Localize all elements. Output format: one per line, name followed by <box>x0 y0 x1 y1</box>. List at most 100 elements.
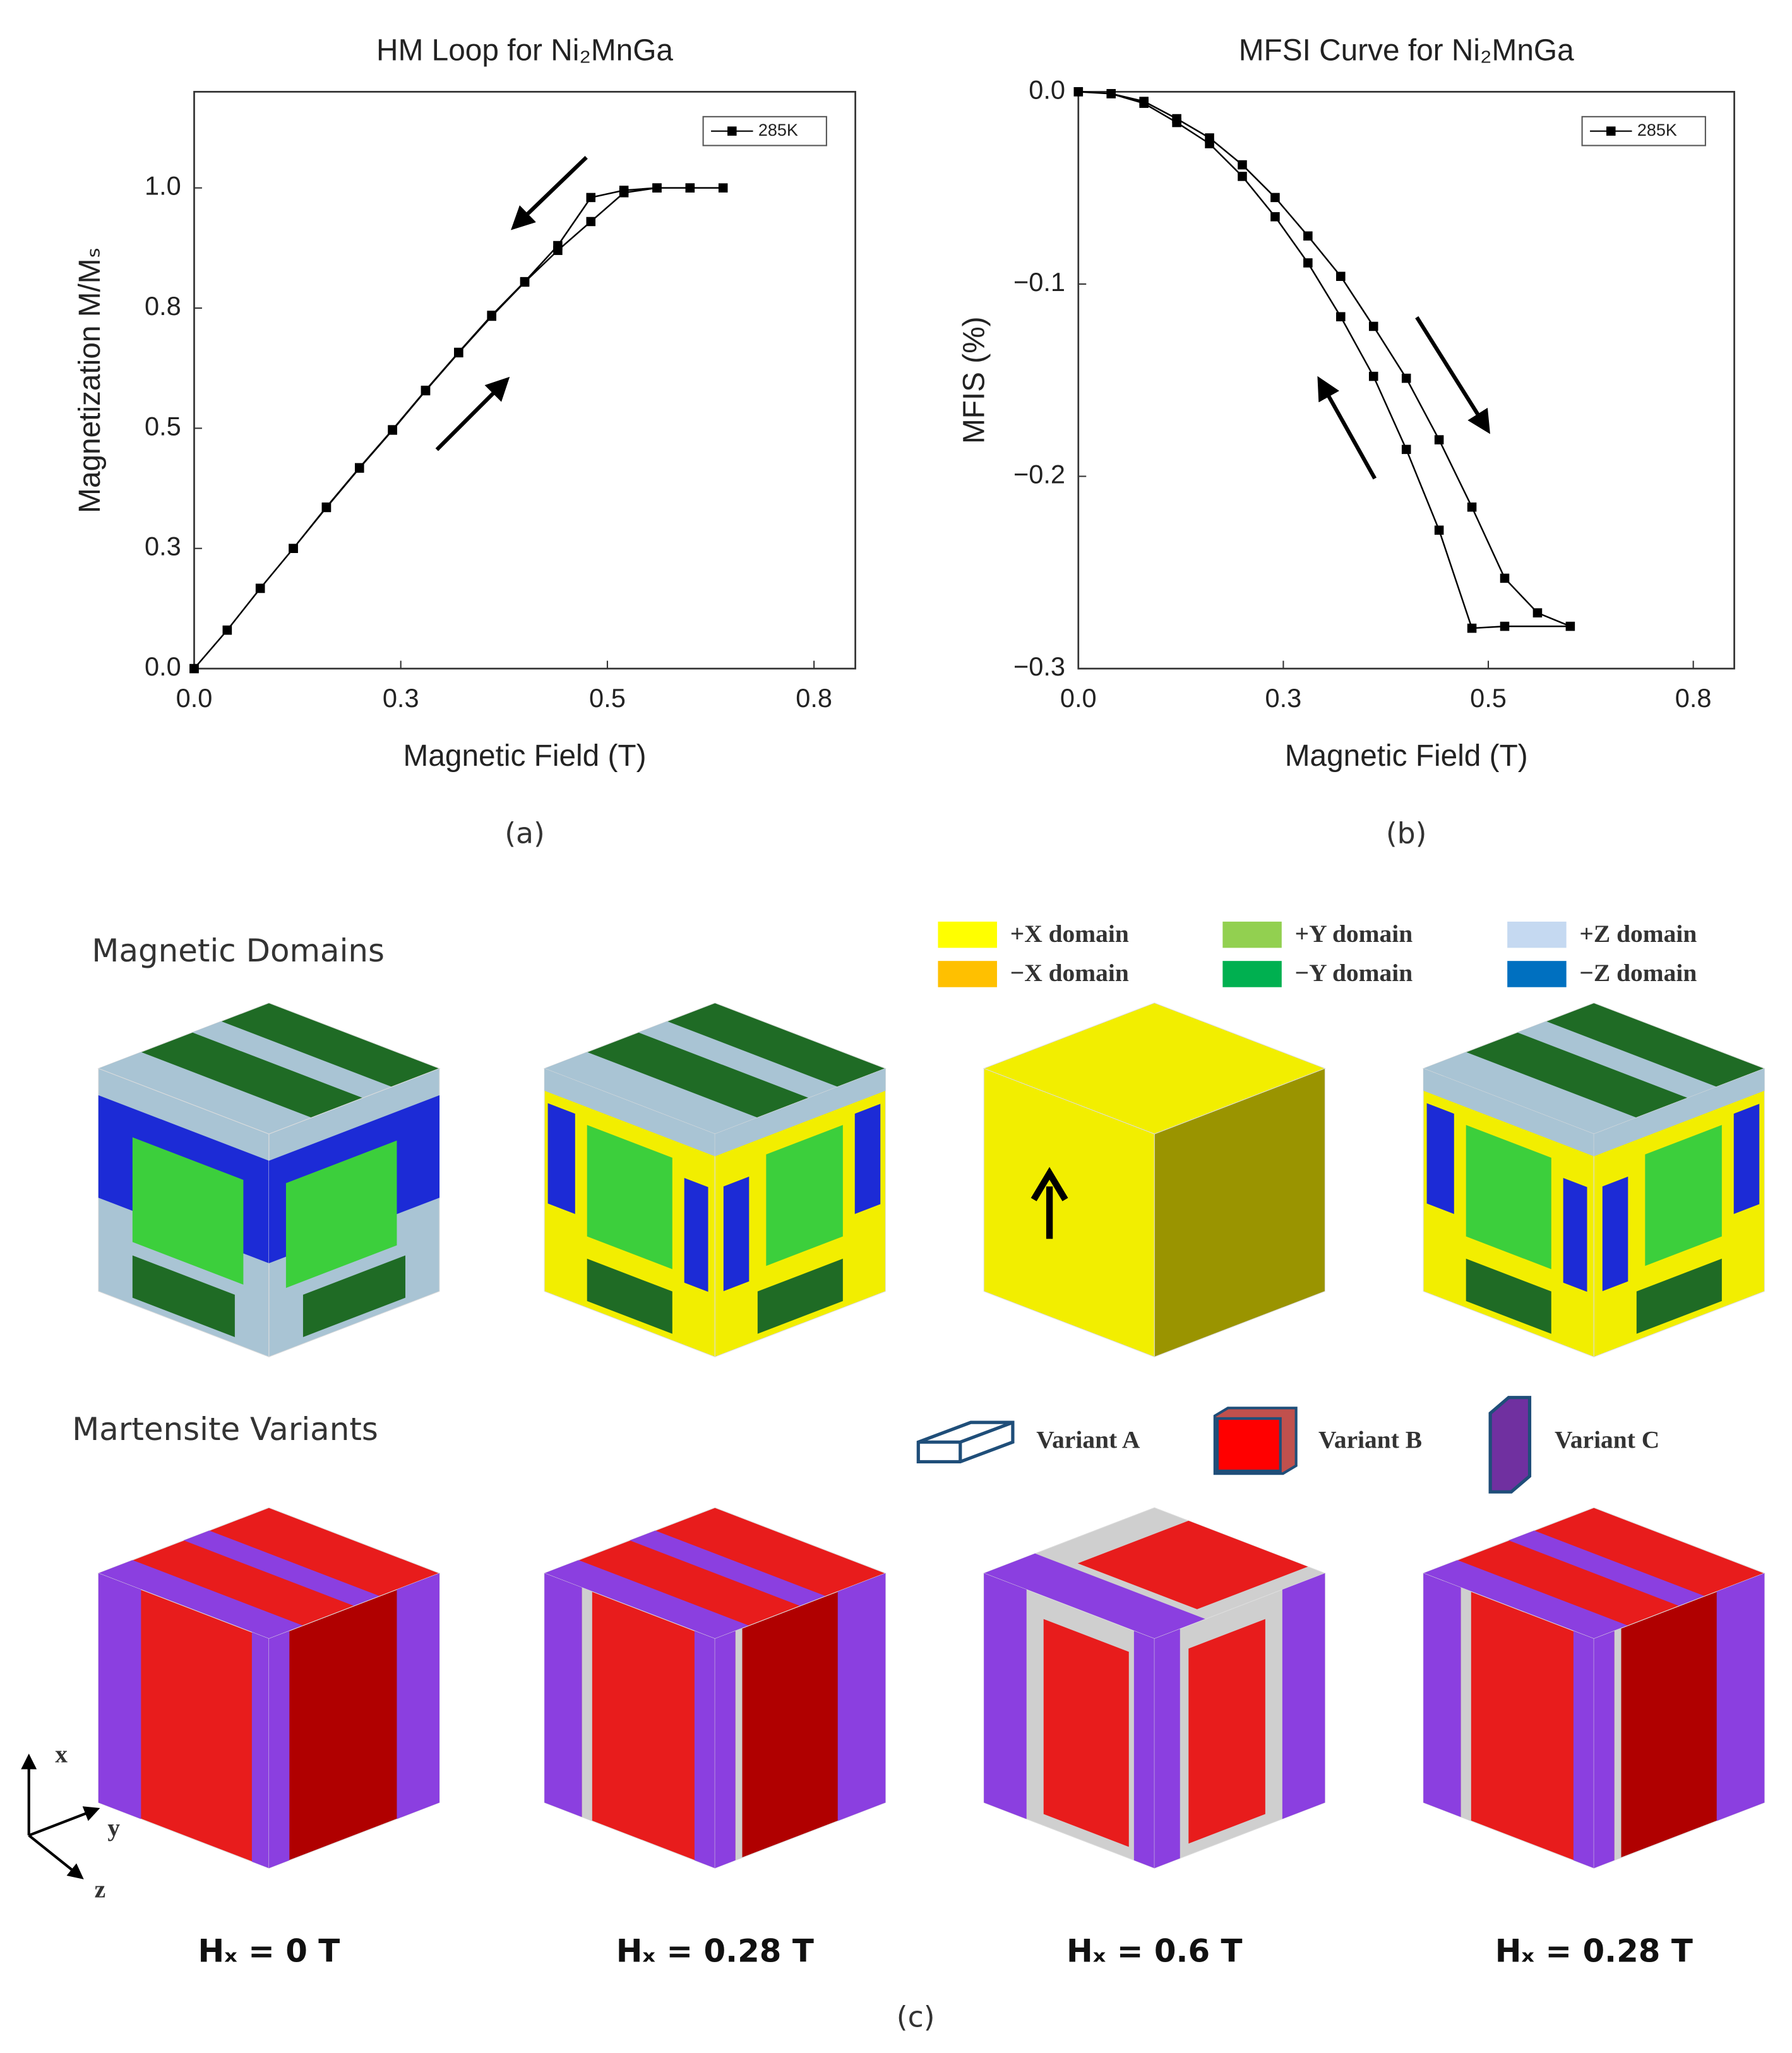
cube-face <box>984 1553 1206 1639</box>
point-marker <box>1073 87 1084 97</box>
cube-face <box>183 1530 380 1606</box>
cube-face <box>715 1068 886 1157</box>
cube-face <box>1636 1258 1722 1334</box>
x-tick-label: 0.5 <box>589 683 626 713</box>
point-marker <box>1303 258 1313 268</box>
legend-label: 285K <box>758 121 798 140</box>
row-label: Martensite Variants <box>72 1411 378 1448</box>
cube-face <box>285 1140 397 1288</box>
arrow <box>435 376 510 451</box>
point-marker <box>619 186 629 195</box>
point-marker <box>718 183 728 193</box>
cube-face <box>1154 1068 1325 1358</box>
point-marker <box>487 311 496 320</box>
cube-face <box>544 1560 750 1639</box>
arrow <box>1415 316 1490 434</box>
axis-label: x <box>55 1741 68 1768</box>
caption: (b) <box>1386 816 1427 850</box>
point-marker <box>685 183 695 193</box>
x-tick-label: 0.3 <box>383 683 419 713</box>
point-marker <box>289 544 298 553</box>
cube-face <box>735 1628 743 1860</box>
chart-title: MFSI Curve for Ni₂MnGa <box>1239 34 1574 68</box>
cube-face <box>1466 1124 1551 1270</box>
arrow <box>1317 376 1377 480</box>
x-axis-label: Magnetic Field (T) <box>403 739 647 773</box>
point-marker <box>321 502 332 512</box>
point-marker <box>553 241 563 251</box>
cube-face <box>1154 1629 1180 1869</box>
point-marker <box>1106 89 1116 98</box>
cube-face <box>684 1177 708 1292</box>
legend-label: +Y domain <box>1295 920 1413 948</box>
legend-swatch <box>1507 961 1567 987</box>
cube-face <box>582 1587 592 1821</box>
row-label: Magnetic Domains <box>92 932 385 969</box>
legend-swatch <box>938 961 997 987</box>
x-tick-label: 0.3 <box>1265 683 1302 713</box>
arrow <box>511 155 588 230</box>
point-marker <box>255 583 265 593</box>
field-label: Hₓ = 0.28 T <box>616 1933 814 1970</box>
legend-swatch <box>1507 921 1567 948</box>
point-marker <box>388 425 397 434</box>
cube-face <box>1573 1631 1594 1869</box>
point-marker <box>586 217 596 227</box>
point-marker <box>1336 271 1346 282</box>
cube-face <box>630 1530 826 1606</box>
cube-face <box>544 1573 582 1818</box>
cube-face <box>1716 1573 1765 1821</box>
point-marker <box>1336 312 1346 321</box>
point-marker <box>454 347 463 357</box>
cube-face <box>854 1104 881 1214</box>
cube-face <box>837 1573 886 1821</box>
cube-face <box>1423 1068 1594 1157</box>
legend-label: +Z domain <box>1579 920 1697 948</box>
point-marker <box>1401 373 1411 383</box>
legend-label: −X domain <box>1010 959 1129 987</box>
cube-face <box>1460 1587 1471 1821</box>
cube-face <box>1602 1176 1628 1292</box>
point-marker <box>1467 623 1477 633</box>
cube-face <box>132 1255 235 1337</box>
cube-face <box>98 1573 141 1819</box>
cube-face <box>251 1632 269 1869</box>
cube-face <box>1423 1573 1461 1818</box>
cube-face <box>694 1631 715 1869</box>
cube-face <box>638 1021 838 1098</box>
point-marker <box>1270 193 1280 203</box>
cube-face <box>1517 1021 1717 1098</box>
point-marker <box>1205 139 1214 148</box>
y-tick-label: −0.2 <box>1013 459 1065 489</box>
x-tick-label: 0.5 <box>1470 683 1507 713</box>
point-marker <box>222 625 232 635</box>
cube-face <box>1508 1530 1705 1606</box>
point-marker <box>1368 371 1378 381</box>
cube-face <box>715 1631 736 1869</box>
cube-face <box>544 1068 715 1157</box>
series-line <box>193 187 724 669</box>
y-tick-label: −0.1 <box>1013 267 1065 297</box>
point-marker <box>652 183 662 193</box>
point-marker <box>1467 502 1477 512</box>
moment-arrow <box>1030 1167 1068 1239</box>
point-marker <box>1238 172 1247 181</box>
cube-face <box>1188 1619 1265 1844</box>
field-label: Hₓ = 0.6 T <box>1066 1933 1242 1970</box>
y-tick-label: 0.0 <box>145 652 181 681</box>
cube-face <box>1733 1104 1760 1214</box>
cube-face <box>1645 1124 1722 1266</box>
cube-face <box>132 1137 244 1285</box>
chart-title: HM Loop for Ni₂MnGa <box>376 34 673 68</box>
point-marker <box>1532 608 1543 618</box>
cube-face <box>984 1573 1027 1819</box>
legend-swatch <box>1222 921 1282 948</box>
point-marker <box>1500 621 1510 631</box>
cube-face <box>1043 1619 1129 1847</box>
legend-swatch <box>1222 961 1282 987</box>
field-label: Hₓ = 0 T <box>198 1933 340 1970</box>
point-marker <box>354 463 364 473</box>
cube-face <box>1077 1520 1308 1610</box>
cube-face <box>544 1052 758 1134</box>
